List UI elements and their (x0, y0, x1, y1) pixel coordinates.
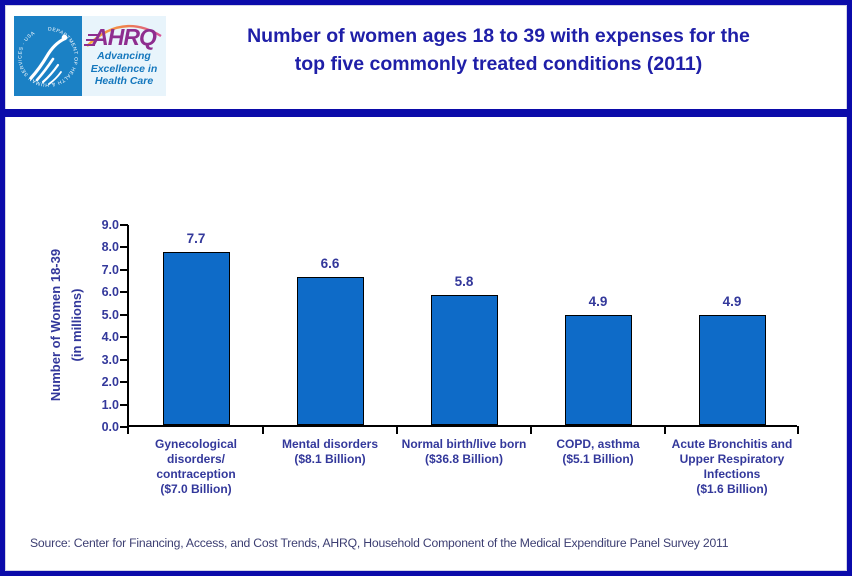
plot-area: 0.0 1.0 2.0 3.0 4.0 5.0 6.0 7.0 8.0 9.0 7.7 Gynecol… (102, 218, 799, 496)
bar (162, 252, 230, 425)
bar-value-label: 7.7 (186, 231, 206, 247)
y-tick-label: 7.0 (101, 262, 119, 277)
y-axis-tick (120, 358, 128, 361)
y-tick-label: 3.0 (101, 352, 119, 367)
x-axis-tick (396, 426, 398, 434)
y-tick-label: 1.0 (101, 397, 119, 412)
y-tick-label: 5.0 (101, 307, 119, 322)
y-axis-tick (120, 426, 128, 428)
bar (430, 294, 498, 425)
y-axis-tick (120, 381, 128, 384)
ahrq-tagline: Advancing Excellence in Health Care (90, 50, 158, 87)
bar (564, 315, 632, 425)
bar-value-label: 6.6 (320, 255, 340, 271)
y-axis-tick (120, 291, 128, 294)
y-tick-label: 4.0 (101, 330, 119, 345)
y-axis-tick (120, 336, 128, 339)
y-axis-tick (120, 246, 128, 249)
speed-lines-icon (84, 34, 99, 46)
category-label: Gynecological disorders/ contraception (… (154, 437, 238, 496)
y-axis-tick (120, 403, 128, 406)
y-tick-label: 9.0 (101, 218, 119, 232)
y-axis-tick (120, 224, 128, 226)
bar-value-label: 4.9 (722, 294, 742, 310)
x-axis-tick (664, 426, 666, 434)
eagle-icon (29, 34, 68, 85)
y-tick-label: 8.0 (101, 240, 119, 255)
category-label: Normal birth/live born ($36.8 Billion) (401, 437, 527, 466)
x-axis-tick (262, 426, 264, 434)
hhs-seal-logo: DEPARTMENT OF HEALTH & HUMAN SERVICES · … (14, 16, 82, 96)
page-title: Number of women ages 18 to 39 with expen… (247, 25, 750, 75)
x-axis-tick (127, 426, 129, 434)
category-label: Acute Bronchitis and Upper Respiratory I… (671, 437, 793, 496)
y-axis-tick (120, 268, 128, 271)
category-label: COPD, asthma ($5.1 Billion) (556, 437, 640, 466)
divider-band (5, 109, 847, 117)
bar-value-label: 5.8 (454, 273, 474, 289)
y-tick-label: 6.0 (101, 285, 119, 300)
ahrq-logo: AHRQ Advancing Excellence in Health Care (82, 16, 166, 96)
x-axis-tick (797, 426, 799, 434)
x-axis-tick (530, 426, 532, 434)
ahrq-arc-icon (84, 24, 162, 47)
y-tick-label: 0.0 (101, 420, 119, 434)
y-tick-label: 2.0 (101, 375, 119, 390)
bar (296, 276, 364, 425)
ahrq-wordmark: AHRQ (92, 24, 157, 50)
bar-value-label: 4.9 (588, 294, 608, 310)
source-text: Source: Center for Financing, Access, an… (30, 536, 729, 550)
category-label: Mental disorders ($8.1 Billion) (281, 437, 379, 466)
bar (698, 315, 766, 425)
y-axis-tick (120, 313, 128, 316)
